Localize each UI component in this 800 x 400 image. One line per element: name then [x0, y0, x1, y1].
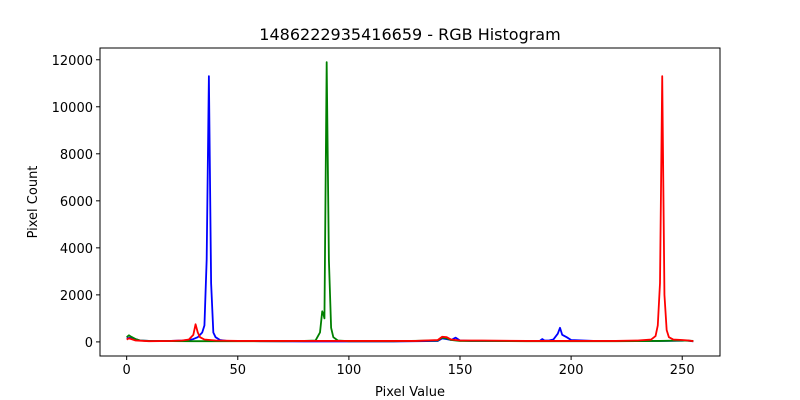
y-tick-label: 0	[85, 336, 93, 351]
x-tick-label: 0	[123, 363, 131, 378]
y-tick-label: 8000	[60, 148, 93, 163]
x-tick-label: 200	[559, 363, 584, 378]
x-tick-label: 250	[670, 363, 695, 378]
x-tick-label: 150	[448, 363, 473, 378]
y-tick-label: 10000	[52, 101, 93, 116]
plot-frame	[99, 47, 721, 357]
y-axis: 0 2000 4000 6000 8000 10000 12000	[52, 54, 100, 351]
y-tick-label: 4000	[60, 242, 93, 257]
x-tick-label: 50	[230, 363, 247, 378]
series-layer	[126, 61, 694, 343]
x-axis-label: Pixel Value	[375, 385, 445, 400]
red-channel-line	[126, 75, 694, 343]
y-axis-label: Pixel Count	[26, 166, 41, 239]
y-tick-label: 2000	[60, 289, 93, 304]
x-axis: 0 50 100 150 200 250	[123, 356, 695, 378]
y-tick-label: 12000	[52, 54, 93, 69]
y-tick-label: 6000	[60, 195, 93, 210]
chart-title: 1486222935416659 - RGB Histogram	[259, 25, 560, 44]
x-tick-label: 100	[336, 363, 361, 378]
